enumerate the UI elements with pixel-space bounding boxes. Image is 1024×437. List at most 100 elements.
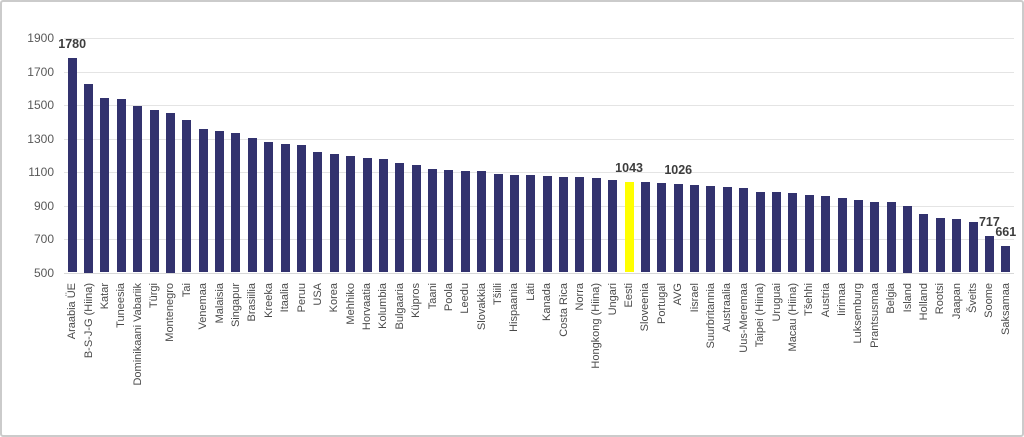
x-axis-label: Iirimaa [835,280,849,430]
x-axis-label-text: Horvaatia [361,282,374,330]
bar [84,84,94,273]
x-axis-label: Poola [442,280,456,430]
x-axis-label-text: USA [311,282,324,306]
x-axis-label: Tuneesia [114,280,128,430]
y-tick-label: 700 [33,232,54,246]
bar [984,236,994,273]
x-axis-label: Horvaatia [360,280,374,430]
bar [444,169,454,273]
x-axis-label: Venemaa [196,280,210,430]
x-axis-label: Singapur [229,280,243,430]
y-tick-label: 500 [33,265,54,280]
bar [788,193,798,273]
gridline [64,138,1014,140]
bar [853,199,863,273]
x-axis-label: Montenegro [163,280,177,430]
x-axis-label: Tšehhi [802,280,816,430]
bar [821,196,831,273]
bar [198,129,208,273]
bar-value-label: 661 [995,224,1017,239]
x-axis-label-text: Jaapan [950,282,963,319]
bar [215,130,225,273]
x-axis-label-text: Kreeka [262,282,275,318]
x-axis-label: Uus-Meremaa [737,280,751,430]
x-axis-label: Mehhiko [344,280,358,430]
x-axis-label: Eesti [622,280,636,430]
bar [329,153,339,273]
highlighted-bar [624,181,634,273]
bar [886,202,896,273]
y-tick-label: 1700 [27,64,54,79]
x-axis-label-text: Soome [983,282,996,318]
x-axis-label-text: Bulgaaria [393,282,406,329]
x-axis-label-text: Singapur [229,282,242,327]
x-axis-label: Macau (Hiina) [786,280,800,430]
bar [608,180,618,273]
bar [591,178,601,273]
x-axis-label-text: Läti [524,282,537,301]
x-axis-label: Belgia [884,280,898,430]
x-axis-label: USA [311,280,325,430]
x-axis-label-text: Island [901,282,914,312]
y-tick-label: 1300 [27,131,54,146]
x-axis-label: Läti [524,280,538,430]
bar [575,177,585,273]
x-axis-label: Slovakkia [475,280,489,430]
x-axis-label: Itaalia [278,280,292,430]
gridline [64,205,1014,207]
bar [772,192,781,273]
x-axis-label-text: Rootsi [934,282,947,314]
x-axis-label-text: Tšehhi [803,282,816,316]
bar-value-label: 1780 [58,37,87,52]
x-axis-label-text: Taipei (Hiina) [754,282,767,347]
x-axis-label: Hongkong (Hiina) [589,280,603,430]
bar [313,151,323,273]
x-axis-label-text: Uruguai [770,282,783,322]
x-axis-label: Tšiili [491,280,505,430]
x-axis-label: Austraalia [720,280,734,430]
bar [346,155,356,273]
bar-value-label: 1026 [664,163,693,178]
x-axis-label-text: Katar [98,282,111,309]
x-axis-label-text: Sloveenia [639,282,652,331]
bar [706,186,716,273]
bar [460,171,470,273]
bar [280,143,290,273]
x-axis-label-text: Holland [917,282,930,320]
bar [182,120,192,273]
x-axis-label: AVG [671,280,685,430]
x-axis-label: Brasiilia [245,280,259,430]
x-axis-label-text: Hispaania [508,282,521,332]
x-axis-label-text: Tai [180,282,193,297]
bar [968,222,978,273]
x-axis-label-text: Küpros [410,282,423,318]
x-axis-label-text: Dominikaani Vabariik [131,282,144,386]
bar [1001,245,1011,273]
x-axis-label-text: Korea [328,282,341,312]
x-axis-label-text: Venemaa [197,282,210,329]
bar [297,145,306,273]
bar [804,195,814,273]
gridline [64,71,1014,73]
y-tick-label: 900 [33,198,54,213]
x-axis-label: Jaapan [950,280,964,430]
bar [231,133,241,273]
x-axis-label: Katar [98,280,112,430]
bar [952,219,962,273]
x-axis-label: Bulgaaria [393,280,407,430]
x-axis-label-text: Portugal [655,282,668,324]
x-axis-label-text: Austria [819,282,832,317]
bar [657,183,667,273]
bar-value-label: 1043 [615,160,643,175]
x-axis-label-text: Kolumbia [377,282,390,329]
x-axis-label: Šveits [966,280,980,430]
x-axis-label: Uruguai [770,280,784,430]
bar [903,205,913,273]
x-axis-label-text: Malaisia [213,282,226,323]
x-axis-label: Iisrael [688,280,702,430]
bar [739,188,749,273]
x-axis-label-text: Montenegro [164,282,177,342]
x-axis-label-text: Peruu [295,282,308,312]
x-axis-label-text: Türgi [148,282,161,308]
x-axis-label-text: Brasiilia [246,282,259,322]
